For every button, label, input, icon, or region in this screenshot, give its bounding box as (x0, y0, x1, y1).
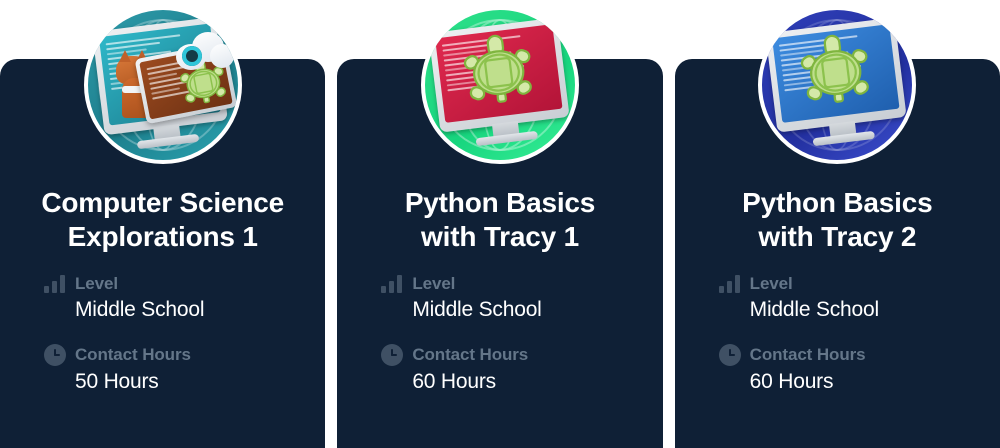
cloud-eye-icon (175, 30, 234, 72)
contact-hours-value: 50 Hours (75, 370, 159, 393)
bar-chart-icon (718, 275, 741, 293)
monitor-icon (428, 17, 570, 147)
turtle-icon (797, 28, 874, 105)
course-icon (83, 6, 242, 164)
contact-hours-row: Contact Hours (718, 344, 984, 366)
turtle-icon (459, 28, 536, 105)
course-title-line-2: Explorations 1 (67, 221, 258, 253)
course-meta: Level Middle School Contact Hours 60 Hou… (381, 274, 646, 394)
level-label: Level (75, 274, 118, 293)
contact-hours-value: 60 Hours (749, 370, 834, 393)
python-tracy-green-icon (420, 6, 579, 164)
level-label: Level (412, 274, 456, 293)
clock-icon (381, 344, 404, 366)
course-title-line-1: Python Basics (742, 187, 933, 218)
course-card[interactable]: Python Basics with Tracy 1 Level Middle … (337, 6, 663, 448)
level-row: Level (718, 274, 984, 294)
course-icon (420, 6, 579, 164)
clock-icon (44, 344, 66, 366)
clock-icon (718, 344, 741, 366)
bar-chart-icon (381, 275, 403, 293)
level-value: Middle School (412, 298, 542, 321)
level-label: Level (749, 274, 793, 293)
computer-science-explorations-icon (83, 6, 242, 164)
course-meta: Level Middle School Contact Hours 50 Hou… (44, 274, 309, 394)
course-meta: Level Middle School Contact Hours 60 Hou… (718, 274, 984, 394)
monitor-icon (765, 17, 907, 147)
course-card[interactable]: Python Basics with Tracy 2 Level Middle … (674, 6, 1000, 448)
course-title-line-1: Python Basics (404, 187, 596, 218)
course-title-line-2: with Tracy 2 (758, 221, 917, 253)
page-title: Computer Science Explorations 1 (14, 186, 311, 254)
course-title-line-1: Computer Science (41, 187, 284, 218)
course-title-line-2: with Tracy 1 (421, 221, 579, 253)
python-tracy-blue-icon (758, 6, 917, 164)
course-icon (758, 6, 917, 164)
contact-hours-label: Contact Hours (749, 345, 866, 364)
contact-hours-row: Contact Hours (381, 344, 646, 366)
course-card[interactable]: Computer Science Explorations 1 Level Mi… (0, 6, 326, 448)
level-row: Level (44, 274, 309, 294)
bar-chart-icon (44, 275, 66, 293)
level-value: Middle School (75, 298, 205, 321)
level-value: Middle School (749, 298, 880, 321)
contact-hours-label: Contact Hours (412, 345, 529, 364)
contact-hours-row: Contact Hours (44, 344, 309, 366)
level-row: Level (381, 274, 646, 294)
page-title: Python Basics with Tracy 1 (351, 186, 648, 254)
contact-hours-value: 60 Hours (412, 370, 496, 393)
contact-hours-label: Contact Hours (75, 345, 191, 364)
page-title: Python Basics with Tracy 2 (689, 186, 986, 254)
